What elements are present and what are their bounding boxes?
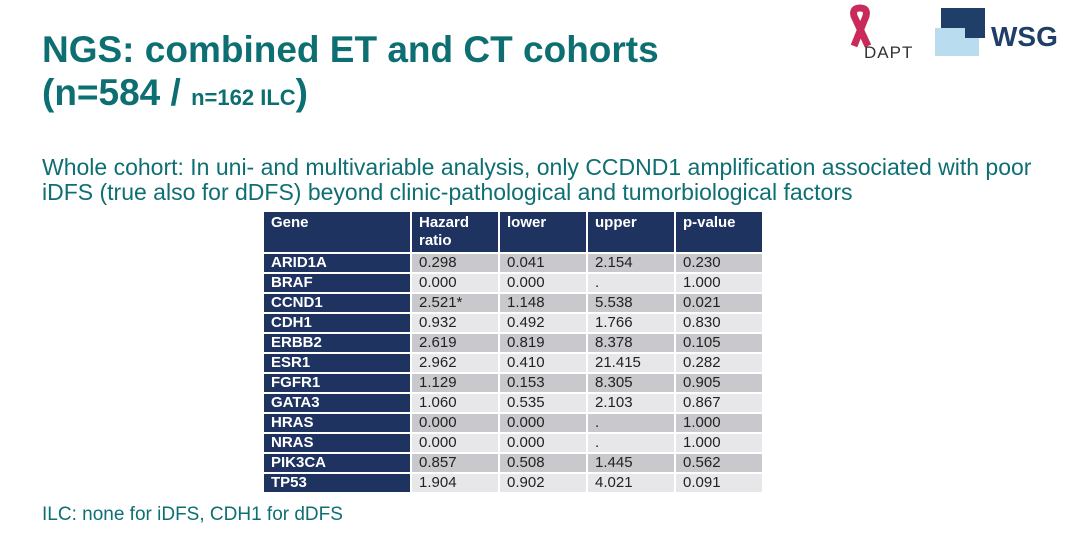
table-cell: 0.041 [500, 254, 586, 272]
table-cell: 0.830 [676, 314, 762, 332]
table-cell: 2.521* [412, 294, 498, 312]
table-cell: 5.538 [588, 294, 674, 312]
table-cell: 1.766 [588, 314, 674, 332]
table-cell: 1.904 [412, 474, 498, 492]
column-header: lower [500, 212, 586, 252]
table-cell: 8.305 [588, 374, 674, 392]
table-row: ERBB2 2.619 0.819 8.378 0.105 [264, 334, 762, 352]
table-cell: 0.410 [500, 354, 586, 372]
table-row: TP53 1.904 0.902 4.021 0.091 [264, 474, 762, 492]
svg-text:WSG: WSG [991, 21, 1058, 52]
gene-cell: ESR1 [264, 354, 410, 372]
footnote: ILC: none for iDFS, CDH1 for dDFS [42, 504, 343, 525]
table-cell: 0.535 [500, 394, 586, 412]
table-cell: . [588, 434, 674, 452]
table-cell: 1.060 [412, 394, 498, 412]
column-header: p-value [676, 212, 762, 252]
table-cell: 1.000 [676, 434, 762, 452]
table-row: PIK3CA 0.857 0.508 1.445 0.562 [264, 454, 762, 472]
table-cell: 1.148 [500, 294, 586, 312]
table-cell: 0.000 [500, 414, 586, 432]
svg-text:DAPT: DAPT [864, 43, 913, 62]
table-cell: . [588, 274, 674, 292]
table-cell: 0.902 [500, 474, 586, 492]
table-cell: 1.445 [588, 454, 674, 472]
gene-cell: CCND1 [264, 294, 410, 312]
table-cell: 0.000 [412, 414, 498, 432]
table-cell: 0.298 [412, 254, 498, 272]
table-cell: 21.415 [588, 354, 674, 372]
table-cell: 0.091 [676, 474, 762, 492]
gene-cell: ERBB2 [264, 334, 410, 352]
table-cell: 2.103 [588, 394, 674, 412]
table-cell: . [588, 414, 674, 432]
table-row: FGFR1 1.129 0.153 8.305 0.905 [264, 374, 762, 392]
table-cell: 0.562 [676, 454, 762, 472]
table-cell: 0.230 [676, 254, 762, 272]
table-row: HRAS 0.000 0.000. 1.000 [264, 414, 762, 432]
column-header: Gene [264, 212, 410, 252]
table-cell: 0.105 [676, 334, 762, 352]
table-cell: 0.000 [412, 274, 498, 292]
slide-title: NGS: combined ET and CT cohorts [42, 29, 659, 70]
table-cell: 1.000 [676, 274, 762, 292]
table-row: CDH1 0.932 0.492 1.766 0.830 [264, 314, 762, 332]
table-cell: 8.378 [588, 334, 674, 352]
column-header: upper [588, 212, 674, 252]
gene-cell: GATA3 [264, 394, 410, 412]
hazard-ratio-table: Gene Hazard ratio lower upper p-value ARID1A… [262, 210, 764, 494]
table-cell: 0.819 [500, 334, 586, 352]
table-cell: 0.867 [676, 394, 762, 412]
table-cell: 0.492 [500, 314, 586, 332]
table-row: ARID1A 0.298 0.041 2.154 0.230 [264, 254, 762, 272]
table-cell: 0.000 [500, 274, 586, 292]
gene-cell: CDH1 [264, 314, 410, 332]
table-cell: 0.000 [500, 434, 586, 452]
table-row: BRAF 0.000 0.000. 1.000 [264, 274, 762, 292]
table-cell: 0.153 [500, 374, 586, 392]
column-header: Hazard ratio [412, 212, 498, 252]
table-cell: 1.129 [412, 374, 498, 392]
gene-cell: PIK3CA [264, 454, 410, 472]
table-cell: 0.857 [412, 454, 498, 472]
table-cell: 0.905 [676, 374, 762, 392]
gene-cell: FGFR1 [264, 374, 410, 392]
gene-cell: TP53 [264, 474, 410, 492]
table-cell: 2.962 [412, 354, 498, 372]
gene-cell: ARID1A [264, 254, 410, 272]
table-cell: 0.000 [412, 434, 498, 452]
table-row: CCND1 2.521* 1.148 5.538 0.021 [264, 294, 762, 312]
subtitle: Whole cohort: In uni- and multivariable … [42, 154, 1032, 205]
gene-cell: HRAS [264, 414, 410, 432]
table-cell: 0.932 [412, 314, 498, 332]
table-cell: 2.154 [588, 254, 674, 272]
table-cell: 2.619 [412, 334, 498, 352]
slide-title-line2: (n=584 / n=162 ILC) [42, 72, 308, 113]
table-cell: 4.021 [588, 474, 674, 492]
table-row: ESR1 2.962 0.410 21.415 0.282 [264, 354, 762, 372]
gene-cell: NRAS [264, 434, 410, 452]
gene-cell: BRAF [264, 274, 410, 292]
table-cell: 1.000 [676, 414, 762, 432]
table-cell: 0.021 [676, 294, 762, 312]
table-row: NRAS 0.000 0.000. 1.000 [264, 434, 762, 452]
wsg-logo: WSG [935, 8, 1058, 56]
table-row: GATA3 1.060 0.535 2.103 0.867 [264, 394, 762, 412]
table-cell: 0.282 [676, 354, 762, 372]
table-cell: 0.508 [500, 454, 586, 472]
adapt-logo: DAPT [850, 4, 913, 62]
